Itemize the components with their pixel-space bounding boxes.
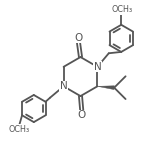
Text: OCH₃: OCH₃ [111,5,133,14]
Text: O: O [74,33,82,43]
Polygon shape [97,86,114,90]
Text: OCH₃: OCH₃ [8,125,29,134]
Text: N: N [94,62,101,72]
Text: N: N [60,81,67,91]
Text: O: O [78,110,86,120]
